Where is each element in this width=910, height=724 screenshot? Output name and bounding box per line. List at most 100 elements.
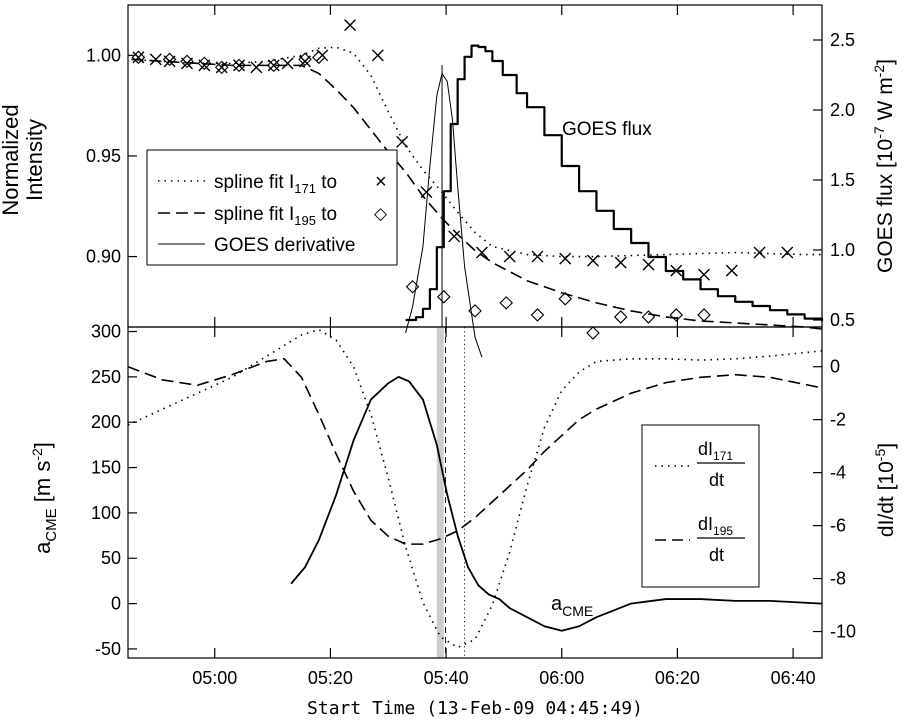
marker-diamond-195 <box>641 310 656 324</box>
top-panel: 0.900.951.00 0.51.01.52.02.5 Normalized … <box>0 4 897 358</box>
top-y2tick-label: 2.5 <box>830 30 855 50</box>
marker-diamond-195 <box>197 56 212 71</box>
marker-x-171 <box>149 53 162 66</box>
bottom-series-dotted-1 <box>127 328 823 649</box>
bottom-legend: dI171 dt dI195 dt <box>641 424 760 588</box>
legend-dI195-numerator: dI195 <box>698 514 733 538</box>
bottom-ytick-label: 150 <box>91 458 121 478</box>
legend-dI171-numerator: dI171 <box>698 439 733 463</box>
bottom-y2tick-label: -6 <box>830 516 846 536</box>
legend-dI171-denominator: dt <box>709 470 724 490</box>
top-ytick-label: 0.95 <box>86 146 121 166</box>
marker-x-171 <box>132 51 145 64</box>
marker-x-171 <box>586 254 599 267</box>
bottom-series-dashed-2 <box>127 357 823 545</box>
bottom-ytick-label: 300 <box>91 322 121 342</box>
marker-x-171 <box>670 264 683 277</box>
marker-diamond-195 <box>669 308 684 322</box>
bottom-x-axis: 05:00 05:20 05:40 06:00 06:20 06:40 <box>192 327 816 688</box>
bottom-y2tick-label: -10 <box>830 622 856 642</box>
top-y2tick-label: 1.0 <box>830 240 855 260</box>
top-ylabel-line2: Intensity <box>22 119 47 201</box>
bottom-ytick-label: 0 <box>111 594 121 614</box>
marker-diamond-195 <box>214 60 229 75</box>
bottom-y2tick-label: -4 <box>830 463 846 483</box>
bottom-y2tick-label: -2 <box>830 410 846 430</box>
marker-x-171 <box>725 264 738 277</box>
marker-diamond-195 <box>266 58 281 73</box>
top-right-axis: 0.5 1.0 1.5 2.0 2.5 <box>813 30 855 330</box>
legend-label-171: spline fit I171 to <box>214 172 337 196</box>
top-series-thick-step-3 <box>405 44 824 322</box>
marker-x-171 <box>250 61 263 74</box>
shaded-band-rect <box>436 327 444 658</box>
marker-x-171 <box>371 49 384 62</box>
bottom-xtick-label: 05:00 <box>192 668 237 688</box>
bottom-y2tick-label: 0 <box>830 357 840 377</box>
top-markers-layer <box>131 19 794 340</box>
marker-x-171 <box>475 246 488 259</box>
bottom-series-layer <box>127 328 823 649</box>
marker-x-171 <box>531 250 544 263</box>
marker-x-171 <box>281 57 294 70</box>
marker-diamond-195 <box>499 296 514 310</box>
top-legend: spline fit I171 to × spline fit I195 to … <box>146 149 398 266</box>
marker-diamond-195 <box>468 304 482 318</box>
bottom-y2label: dI/dt [10-5] <box>872 443 898 537</box>
marker-diamond-195 <box>697 308 711 322</box>
bottom-y2tick-label: -8 <box>830 569 846 589</box>
top-legend-box <box>146 149 398 266</box>
bottom-xtick-label: 06:00 <box>539 668 584 688</box>
bottom-legend-box <box>641 424 760 588</box>
marker-diamond-195 <box>586 326 600 340</box>
legend-label-goes-derivative: GOES derivative <box>214 235 356 256</box>
marker-diamond-195 <box>298 52 312 67</box>
marker-diamond-195 <box>558 292 572 306</box>
bottom-plot-frame <box>127 326 823 659</box>
marker-x-171 <box>642 258 655 271</box>
marker-diamond-195 <box>436 290 451 304</box>
goes-flux-annotation: GOES flux <box>562 119 652 140</box>
bottom-ytick-label: 200 <box>91 412 121 432</box>
top-ylabel-line1: Normalized <box>0 104 23 215</box>
top-left-axis: 0.90 0.95 1.00 <box>86 45 137 267</box>
bottom-xlabel: Start Time (13-Feb-09 04:45:49) <box>307 698 643 719</box>
top-y2label: GOES flux [10-7 W m-2] <box>871 59 897 273</box>
bottom-panel: -50 0 50 100 150 200 250 300 -10 -8 -6 -4 -2 0 05:00… <box>29 322 898 719</box>
bottom-series-solid-0 <box>290 375 823 632</box>
marker-x-171 <box>614 256 627 269</box>
marker-diamond-195 <box>530 308 545 322</box>
bottom-right-axis: -10 -8 -6 -4 -2 0 <box>813 357 856 642</box>
top-series-layer <box>131 44 824 358</box>
bottom-ylabel: aCME [m s-2] <box>29 442 60 554</box>
marker-diamond-195 <box>405 279 420 294</box>
marker-x-171 <box>698 268 711 281</box>
top-y2tick-label: 1.5 <box>830 170 855 190</box>
legend-label-195: spline fit I195 to <box>214 204 337 228</box>
marker-diamond-195 <box>312 50 326 65</box>
marker-diamond-195 <box>180 54 194 69</box>
marker-x-171 <box>753 246 766 259</box>
marker-x-171 <box>344 19 357 32</box>
marker-x-171 <box>233 59 246 72</box>
bottom-ytick-label: 50 <box>101 548 121 568</box>
marker-x-171 <box>267 59 280 72</box>
legend-marker-x: × <box>375 171 387 193</box>
bottom-xtick-label: 06:40 <box>771 668 816 688</box>
bottom-xtick-label: 06:20 <box>655 668 700 688</box>
legend-marker-diamond: ◇ <box>374 204 388 223</box>
top-ytick-label: 1.00 <box>86 45 121 65</box>
marker-diamond-195 <box>232 58 246 73</box>
bottom-ytick-label: 100 <box>91 503 121 523</box>
top-y2tick-label: 2.0 <box>830 100 855 120</box>
top-series-dashed-1 <box>131 58 823 330</box>
acme-annotation: aCME <box>551 593 593 619</box>
marker-x-171 <box>559 252 572 265</box>
marker-x-171 <box>781 246 794 259</box>
marker-x-171 <box>396 135 409 148</box>
marker-diamond-195 <box>162 52 177 67</box>
bottom-ytick-label: 250 <box>91 367 121 387</box>
marker-diamond-195 <box>613 310 628 324</box>
top-ytick-label: 0.90 <box>86 247 121 267</box>
